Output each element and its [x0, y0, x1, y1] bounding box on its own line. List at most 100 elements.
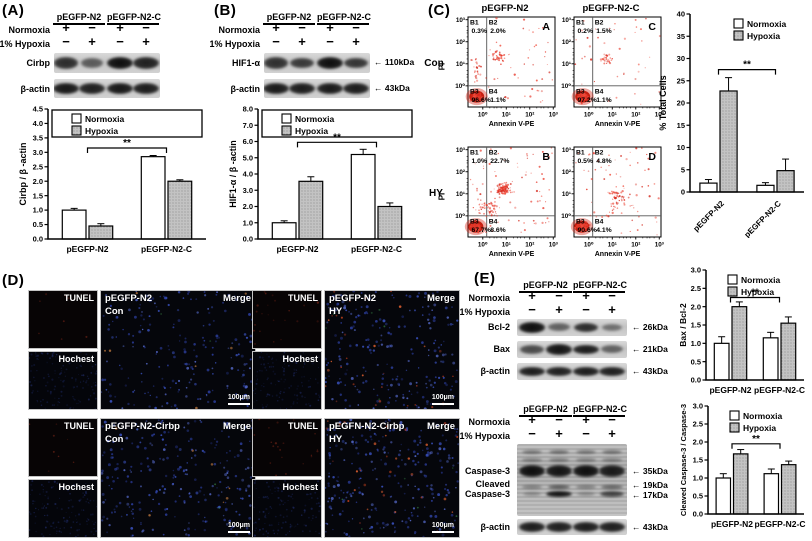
y-tick-label: 0.0	[693, 510, 703, 519]
panel-a-band-1-0-2	[106, 82, 134, 95]
panel-a-band-1-0-1	[79, 82, 105, 95]
legend-label-normoxia: Normoxia	[741, 275, 780, 285]
panel-a-band-0-0-1	[80, 58, 104, 68]
flow-x-axis-label: Annexin V-PE	[489, 121, 535, 128]
tunel-label: TUNEL	[288, 293, 318, 303]
quad-b1-name: B1	[576, 20, 585, 27]
panel-e-bottom-sign-1-0: −	[528, 426, 536, 441]
flow-x-tick: 10⁰	[478, 112, 488, 119]
legend-swatch-normoxia	[729, 410, 740, 421]
y-tick-label: 10	[677, 143, 685, 152]
quad-b3-name: B3	[470, 218, 479, 225]
y-tick-label: 3.0	[33, 148, 43, 157]
y-tick-label: 0.0	[691, 376, 701, 385]
panel-b-group-header-1: pEGFP-N2-C	[317, 12, 371, 25]
hochest-image-2: Hochest	[28, 479, 98, 538]
significance-bracket	[717, 69, 777, 75]
panel-e-top-band-2-0-1	[546, 366, 572, 377]
tunel-image-2: TUNEL	[28, 418, 98, 477]
bar-normoxia-pEGFP-N2-C	[140, 156, 166, 240]
chart-apoptosis-total-cells: 0 5 10 15 20 25 30 35 40 pEGFP-N2 pEGFP-N2-C ** Norm…	[656, 8, 810, 238]
flow-plot-con-pegfp-n2: 10⁰ 10¹ 10² 10³ 10³ 10² 10¹ 10⁰ B1 0.3% B2 2.0% B3 96…	[452, 14, 558, 128]
bar-normoxia-pEGFP-N2	[713, 342, 730, 381]
panel-e-bottom-group-header-0: pEGFP-N2	[519, 404, 572, 417]
panel-e-bottom-blot-strip-1	[517, 519, 627, 535]
flow-plot-letter: C	[648, 21, 656, 33]
significance-stars: **	[751, 288, 759, 299]
panel-a-sign-1-0: −	[62, 34, 70, 49]
panel-b-sign-1-0: −	[272, 34, 280, 49]
bar-hypoxia-pEGFP-N2	[731, 306, 748, 381]
panel-e-top-band-1-0-2	[573, 344, 599, 355]
flow-x-tick: 10²	[525, 242, 534, 249]
flow-y-tick: 10²	[562, 169, 571, 176]
panel-a-band-0-0-2	[106, 56, 134, 70]
chart-b-svg: 0.0 1.0 2.0 3.0 4.0 5.0 6.0 7.0 8.0 pEGFP-N2 pEGFP…	[228, 105, 416, 254]
chart-cleaved-caspase3-ratio: 0.0 0.5 1.0 1.5 2.0 2.5 3.0 pEGFP-N2 pEGFP-N2-C *…	[676, 400, 810, 538]
y-tick-label: 40	[677, 10, 685, 19]
flow-x-tick: 10¹	[608, 242, 617, 249]
hochest-label: Hochest	[58, 354, 94, 364]
flow-svg-D: 10⁰ 10¹ 10² 10³ 10³ 10² 10¹ 10⁰ B10.5%B24.8% B3 90…	[561, 146, 664, 258]
panel-b-blot-strip-1	[264, 79, 370, 98]
y-tick-label: 1.5	[33, 191, 43, 200]
flow-y-tick: 10¹	[562, 61, 571, 68]
panel-e-bottom-band-0-3-0	[522, 485, 542, 489]
flow-row-label-con: Con	[424, 58, 444, 69]
flow-x-tick: 10³	[655, 112, 664, 119]
panel-a-group-header-1: pEGFP-N2-C	[107, 12, 161, 25]
y-axis-label: % Total Cells	[658, 75, 668, 130]
y-tick-label: 2.0	[33, 177, 43, 186]
panel-e-bottom-band-0-1-3	[602, 458, 622, 462]
chart-bax-bcl2-ratio: 0.0 0.5 1.0 1.5 2.0 2.5 3.0 pEGFP-N2 pEGFP-N2-C *…	[676, 264, 810, 404]
bar-hypoxia-pEGFP-N2	[719, 90, 738, 193]
y-tick-label: 15	[677, 121, 685, 130]
panel-e-bottom-band-0-2-2	[572, 464, 600, 478]
legend-swatch-hypoxia	[71, 125, 82, 136]
panel-e-bottom-band-0-2-0	[518, 464, 546, 478]
y-tick-label: 3.0	[693, 402, 703, 411]
quad-b1-name: B1	[576, 150, 585, 157]
merge-plasmid-label: pEGFN-N2-Cirbp	[329, 421, 405, 432]
flow-x-axis-label: Annexin V-PE	[489, 251, 535, 258]
micro-speckles	[29, 423, 75, 472]
x-category-label: pEGFP-N2	[711, 519, 753, 529]
significance-stars: **	[743, 60, 751, 71]
panel-e-bottom-band-0-4-2	[576, 491, 596, 497]
panel-e-bottom-band-label: β-actin	[480, 522, 511, 532]
y-tick-label: 4.5	[33, 105, 43, 114]
chart-c-svg: 0 5 10 15 20 25 30 35 40 pEGFP-N2 pEGFP-N2-C ** Norm…	[658, 10, 804, 238]
panel-b-sign-1-1: +	[298, 34, 306, 49]
micro-speckles	[325, 419, 459, 537]
panel-d-label: (D)	[2, 272, 25, 289]
panel-b-condition-label-1: 1% Hypoxia	[209, 39, 260, 49]
flow-x-axis-label: Annexin V-PE	[595, 251, 641, 258]
x-category-label: pEGFP-N2	[709, 385, 751, 395]
panel-e-bottom-sign-1-3: +	[608, 426, 616, 441]
flow-plot-box	[573, 16, 662, 108]
panel-a-condition-label-0: Normoxia	[8, 25, 50, 35]
panel-e-top-band-2-0-3	[599, 366, 625, 377]
panel-e-bottom-band-0-4-1	[545, 490, 573, 498]
merge-image-2: pEGFP-N2-Cirbp Con Merge 100μm	[100, 418, 256, 538]
merge-condition-label: HY	[329, 434, 343, 445]
significance-bracket	[296, 141, 378, 148]
panel-a-group-header-0: pEGFP-N2	[53, 12, 105, 25]
merge-plasmid-label: pEGFP-N2-Cirbp	[105, 421, 180, 432]
flow-ylabel-pi-2: PI	[437, 192, 447, 201]
chart-e2-svg: 0.0 0.5 1.0 1.5 2.0 2.5 3.0 pEGFP-N2 pEGFP-N2-C *…	[679, 402, 806, 529]
panel-b-band-label: HIF1-α	[231, 58, 260, 68]
panel-e-top-blot-strip-1	[517, 341, 627, 358]
merge-label: Merge	[427, 293, 455, 304]
panel-e-bottom-band-0-4-3	[600, 491, 624, 497]
panel-b-sign-0-2: +	[326, 20, 334, 35]
flow-x-tick: 10²	[525, 112, 534, 119]
hochest-image-0: Hochest	[28, 351, 98, 410]
panel-e-top-sign-0-3: −	[608, 288, 616, 303]
panel-e-bottom-band-0-1-2	[576, 458, 596, 462]
panel-e-bottom-band-label: Cleaved	[475, 479, 510, 489]
panel-a-sign-0-0: +	[62, 20, 70, 35]
hochest-label: Hochest	[282, 354, 318, 364]
quad-b2-value: 4.8%	[596, 158, 612, 165]
